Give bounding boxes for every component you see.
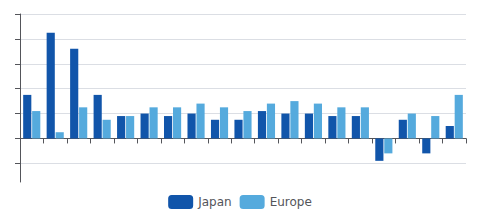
- svg-text:Europe: Europe: [270, 195, 312, 209]
- svg-text:Japan: Japan: [197, 195, 231, 209]
